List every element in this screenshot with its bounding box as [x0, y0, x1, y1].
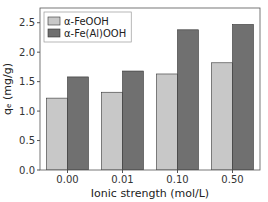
- legend: α-FeOOHα-Fe(Al)OOH: [44, 12, 131, 42]
- legend-label: α-FeOOH: [64, 16, 109, 27]
- chart-svg: 0.0 0.5 1.0 1.5 2.0 2.5 0.00 0.01 0.10 0.50 Ionic …: [0, 0, 268, 202]
- bar: [157, 74, 178, 170]
- bar: [178, 30, 199, 170]
- plot-frame: [40, 8, 260, 170]
- x-tick: [177, 170, 178, 173]
- y-tick: [37, 140, 40, 141]
- y-tick-label: 1.0: [19, 106, 35, 117]
- bar: [47, 98, 68, 170]
- legend-label: α-Fe(Al)OOH: [64, 28, 126, 39]
- y-tick-label: 0.5: [19, 135, 35, 146]
- x-tick-label: 0.10: [166, 174, 188, 185]
- bar: [123, 71, 144, 170]
- x-tick: [232, 170, 233, 173]
- x-tick: [122, 170, 123, 173]
- bar: [102, 92, 123, 170]
- y-tick: [37, 52, 40, 53]
- chart-container: 0.0 0.5 1.0 1.5 2.0 2.5 0.00 0.01 0.10 0.50 Ionic …: [0, 0, 268, 202]
- y-tick: [37, 81, 40, 82]
- y-tick-label: 0.0: [19, 165, 35, 176]
- y-tick-label: 1.5: [19, 76, 35, 87]
- legend-swatch: [48, 29, 60, 37]
- y-tick-label: 2.5: [19, 17, 35, 28]
- x-tick-label: 0.50: [221, 174, 243, 185]
- bar: [212, 63, 233, 170]
- y-tick-label: 2.0: [19, 47, 35, 58]
- y-tick: [37, 170, 40, 171]
- y-tick: [37, 111, 40, 112]
- y-axis-label: qₑ (mg/g): [1, 63, 14, 115]
- bars: [47, 24, 254, 170]
- bar: [68, 77, 89, 170]
- x-tick-label: 0.01: [111, 174, 133, 185]
- y-tick: [37, 22, 40, 23]
- bar: [233, 24, 254, 170]
- legend-box: [44, 12, 131, 42]
- x-axis-label: Ionic strength (mol/L): [91, 187, 209, 200]
- legend-swatch: [48, 17, 60, 25]
- x-tick: [67, 170, 68, 173]
- x-tick-label: 0.00: [56, 174, 78, 185]
